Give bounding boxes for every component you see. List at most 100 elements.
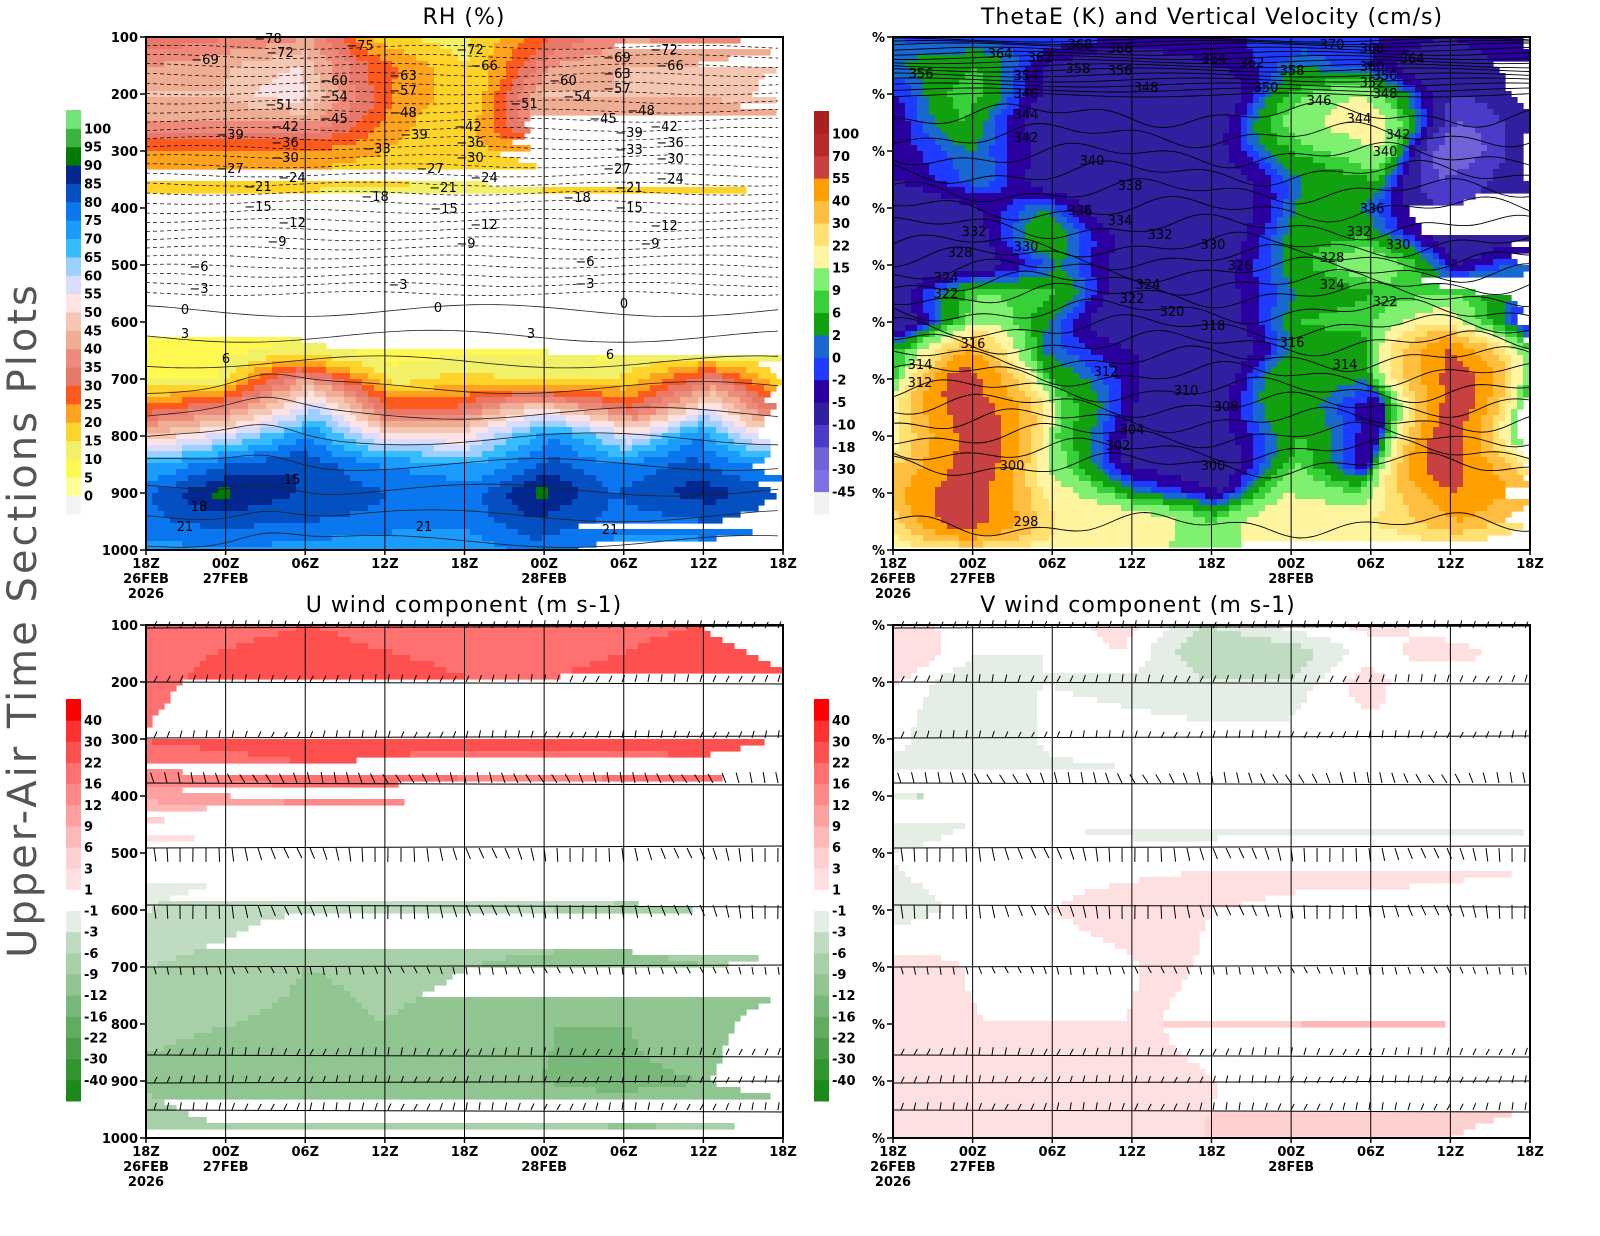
colorbar-label: 45 (84, 324, 102, 339)
heatmap-cell (170, 517, 321, 524)
heatmap-cell (1427, 409, 1440, 416)
heatmap-cell (1043, 301, 1068, 308)
heatmap-cell (1379, 361, 1392, 368)
heatmap-cell (1379, 355, 1392, 362)
heatmap-cell (1445, 103, 1488, 110)
wind-barb (293, 772, 298, 784)
heatmap-cell (320, 79, 339, 86)
heatmap-cell (1001, 433, 1020, 440)
heatmap-cell (416, 997, 771, 1004)
heatmap-cell (350, 373, 369, 380)
heatmap-cell (1391, 169, 1398, 176)
heatmap-cell (1433, 265, 1446, 272)
heatmap-cell (542, 73, 615, 80)
thetae-contour-line (893, 37, 1531, 43)
wind-barb (751, 730, 755, 739)
heatmap-cell (704, 445, 729, 452)
wind-barb (965, 847, 968, 862)
heatmap-cell (146, 475, 159, 482)
heatmap-cell (506, 61, 525, 68)
heatmap-cell (893, 169, 930, 176)
wind-barb (1472, 731, 1477, 739)
heatmap-cell (146, 79, 225, 86)
thetae-contour-label: 324 (934, 271, 959, 286)
wind-barb (257, 1076, 262, 1084)
wind-barb (1339, 772, 1344, 784)
colorbar-box (814, 1079, 829, 1102)
heatmap-cell (893, 403, 900, 410)
wind-barb (1277, 674, 1280, 683)
wind-barb-shaft (892, 904, 1531, 908)
heatmap-cell (977, 205, 1008, 212)
wind-barb (1509, 772, 1513, 784)
heatmap-cell (536, 463, 573, 470)
heatmap-cell (146, 775, 231, 782)
heatmap-cell (182, 457, 219, 464)
x-tick-label-year: 2026 (128, 1175, 164, 1190)
heatmap-cell (1487, 403, 1500, 410)
heatmap-cell (983, 541, 1032, 548)
heatmap-cell (1055, 199, 1080, 206)
wind-barb (1069, 847, 1075, 860)
heatmap-cell (1091, 625, 1140, 632)
y-tick-label: % (872, 544, 885, 559)
heatmap-cell (1391, 175, 1398, 182)
heatmap-cell (1481, 355, 1500, 362)
wind-barb (556, 731, 561, 739)
heatmap-cell (953, 337, 972, 344)
wind-barb (1004, 620, 1007, 629)
heatmap-cell (272, 385, 291, 392)
wind-barb (1391, 772, 1396, 784)
heatmap-cell (1505, 445, 1518, 452)
heatmap-cell (1235, 271, 1254, 278)
wind-barb (1121, 966, 1125, 975)
heatmap-cell (1343, 415, 1356, 422)
heatmap-cell (290, 493, 387, 500)
heatmap-cell (1433, 97, 1452, 104)
heatmap-cell (1403, 361, 1422, 368)
wind-barb (569, 1076, 574, 1084)
heatmap-cell (1013, 475, 1026, 482)
wind-barb (257, 966, 262, 974)
heatmap-cell (200, 505, 249, 512)
heatmap-cell (1073, 919, 1206, 926)
colorbar-label: 30 (832, 217, 850, 232)
heatmap-cell (1091, 319, 1242, 326)
heatmap-cell (893, 1033, 1170, 1040)
heatmap-cell (386, 409, 465, 416)
wind-barb (952, 621, 957, 629)
heatmap-cell (1367, 295, 1416, 302)
heatmap-cell (248, 103, 315, 110)
heatmap-cell (1061, 427, 1074, 434)
heatmap-cell (1067, 313, 1080, 320)
heatmap-cell (668, 415, 687, 422)
heatmap-cell (1259, 469, 1266, 476)
heatmap-cell (716, 361, 759, 368)
heatmap-cell (1511, 361, 1524, 368)
heatmap-cell (398, 361, 651, 368)
wind-barb (1004, 847, 1010, 861)
wind-barb (764, 621, 769, 629)
heatmap-cell (1523, 385, 1530, 392)
wind-barb (1238, 1047, 1242, 1056)
heatmap-cell (314, 439, 333, 446)
heatmap-cell (1301, 139, 1362, 146)
heatmap-cell (1499, 421, 1512, 428)
wind-barb (1248, 772, 1253, 784)
heatmap-cell (935, 115, 960, 122)
wind-barb (1017, 1103, 1022, 1111)
wind-barb-shaft (145, 625, 784, 629)
heatmap-cell (470, 421, 489, 428)
heatmap-cell (644, 475, 741, 482)
heatmap-cell (893, 1057, 1188, 1064)
wind-barb (751, 675, 756, 683)
wind-barb (1040, 772, 1045, 784)
wind-barb (1511, 966, 1514, 975)
heatmap-cell (1403, 187, 1422, 194)
heatmap-cell (1385, 433, 1392, 440)
heatmap-cell (1019, 457, 1032, 464)
heatmap-cell (899, 397, 912, 404)
heatmap-cell (1421, 271, 1440, 278)
x-tick-label-time: 18Z (132, 1145, 160, 1160)
